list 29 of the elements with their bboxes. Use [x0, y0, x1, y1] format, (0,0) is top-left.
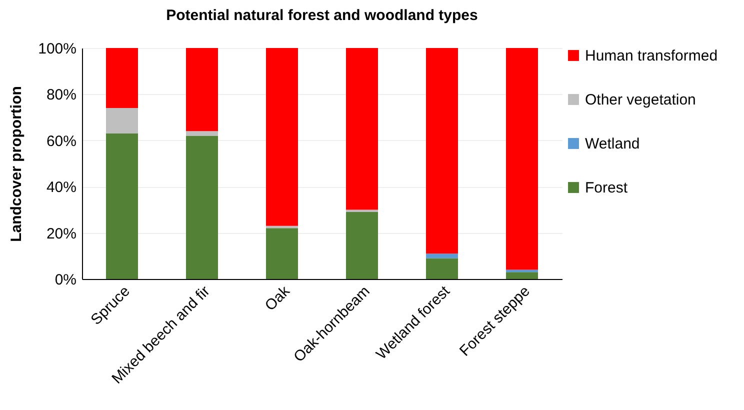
y-tick-label: 60%: [46, 132, 76, 150]
bar: [106, 108, 138, 134]
bar: [106, 133, 138, 279]
bar: [426, 48, 458, 254]
bar: [346, 48, 378, 210]
bar: [426, 258, 458, 279]
y-tick-label: 20%: [46, 225, 76, 242]
chart-title: Potential natural forest and woodland types: [166, 7, 478, 24]
legend-label: Human transformed: [585, 48, 718, 64]
y-tick-label: 100%: [38, 40, 76, 58]
y-tick-label: 80%: [46, 86, 76, 104]
legend-label: Forest: [585, 180, 628, 196]
bar: [506, 272, 538, 279]
bar: [346, 212, 378, 279]
legend-label: Wetland: [585, 136, 640, 152]
bar: [186, 136, 218, 279]
bar: [506, 48, 538, 270]
y-tick-label: 0%: [54, 272, 76, 288]
y-axis-title: Landcover proportion: [8, 86, 26, 242]
y-tick-label: 40%: [46, 179, 76, 196]
bar: [346, 210, 378, 212]
bar: [106, 48, 138, 108]
bar: [266, 228, 298, 279]
bar: [186, 131, 218, 136]
legend-label: Other vegetation: [585, 92, 696, 108]
bar: [186, 48, 218, 132]
x-tick-label: Oak: [262, 282, 294, 314]
bar: [426, 254, 458, 258]
bar: [266, 48, 298, 226]
